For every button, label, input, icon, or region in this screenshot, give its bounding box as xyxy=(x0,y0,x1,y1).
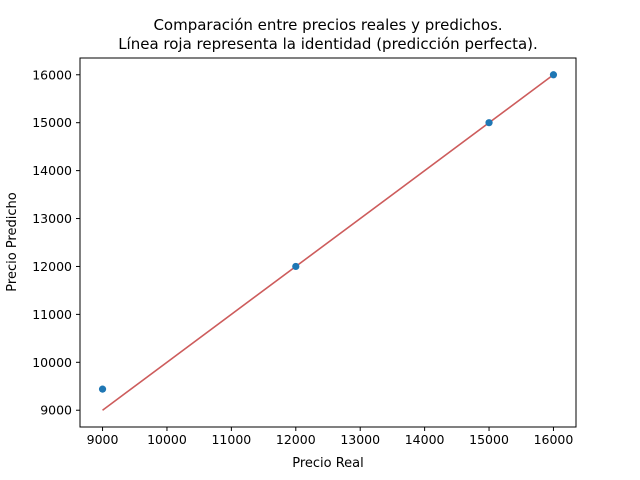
data-point xyxy=(485,119,493,127)
y-tick-label: 13000 xyxy=(32,211,72,226)
y-tick-label: 12000 xyxy=(32,259,72,274)
x-axis-label: Precio Real xyxy=(292,456,364,471)
chart-title-line2: Línea roja representa la identidad (pred… xyxy=(118,35,538,53)
x-tick-label: 15000 xyxy=(469,432,509,447)
y-axis-ticks: 9000 10000 11000 12000 13000 14000 15000 16000 xyxy=(32,67,80,418)
x-tick-label: 11000 xyxy=(211,432,251,447)
plot-area xyxy=(79,57,577,428)
y-tick-label: 15000 xyxy=(32,115,72,130)
y-tick-label: 9000 xyxy=(40,403,72,418)
x-tick-label: 9000 xyxy=(87,432,119,447)
x-axis-ticks: 9000 10000 11000 12000 13000 14000 15000 16000 xyxy=(87,427,574,447)
y-tick-label: 11000 xyxy=(32,307,72,322)
x-tick-label: 10000 xyxy=(147,432,187,447)
y-tick-label: 14000 xyxy=(32,163,72,178)
chart-title-line1: Comparación entre precios reales y predi… xyxy=(153,16,502,34)
identity-line xyxy=(102,74,554,411)
data-point xyxy=(292,262,300,271)
x-tick-label: 14000 xyxy=(405,432,445,447)
x-tick-label: 12000 xyxy=(276,432,316,447)
y-axis-label: Precio Predicho xyxy=(5,192,20,291)
y-tick-label: 16000 xyxy=(32,67,72,82)
data-point xyxy=(549,71,558,79)
x-tick-label: 16000 xyxy=(534,432,574,447)
y-tick-label: 10000 xyxy=(32,355,72,370)
data-points xyxy=(98,71,558,393)
data-point xyxy=(98,385,107,393)
x-tick-label: 13000 xyxy=(340,432,380,447)
